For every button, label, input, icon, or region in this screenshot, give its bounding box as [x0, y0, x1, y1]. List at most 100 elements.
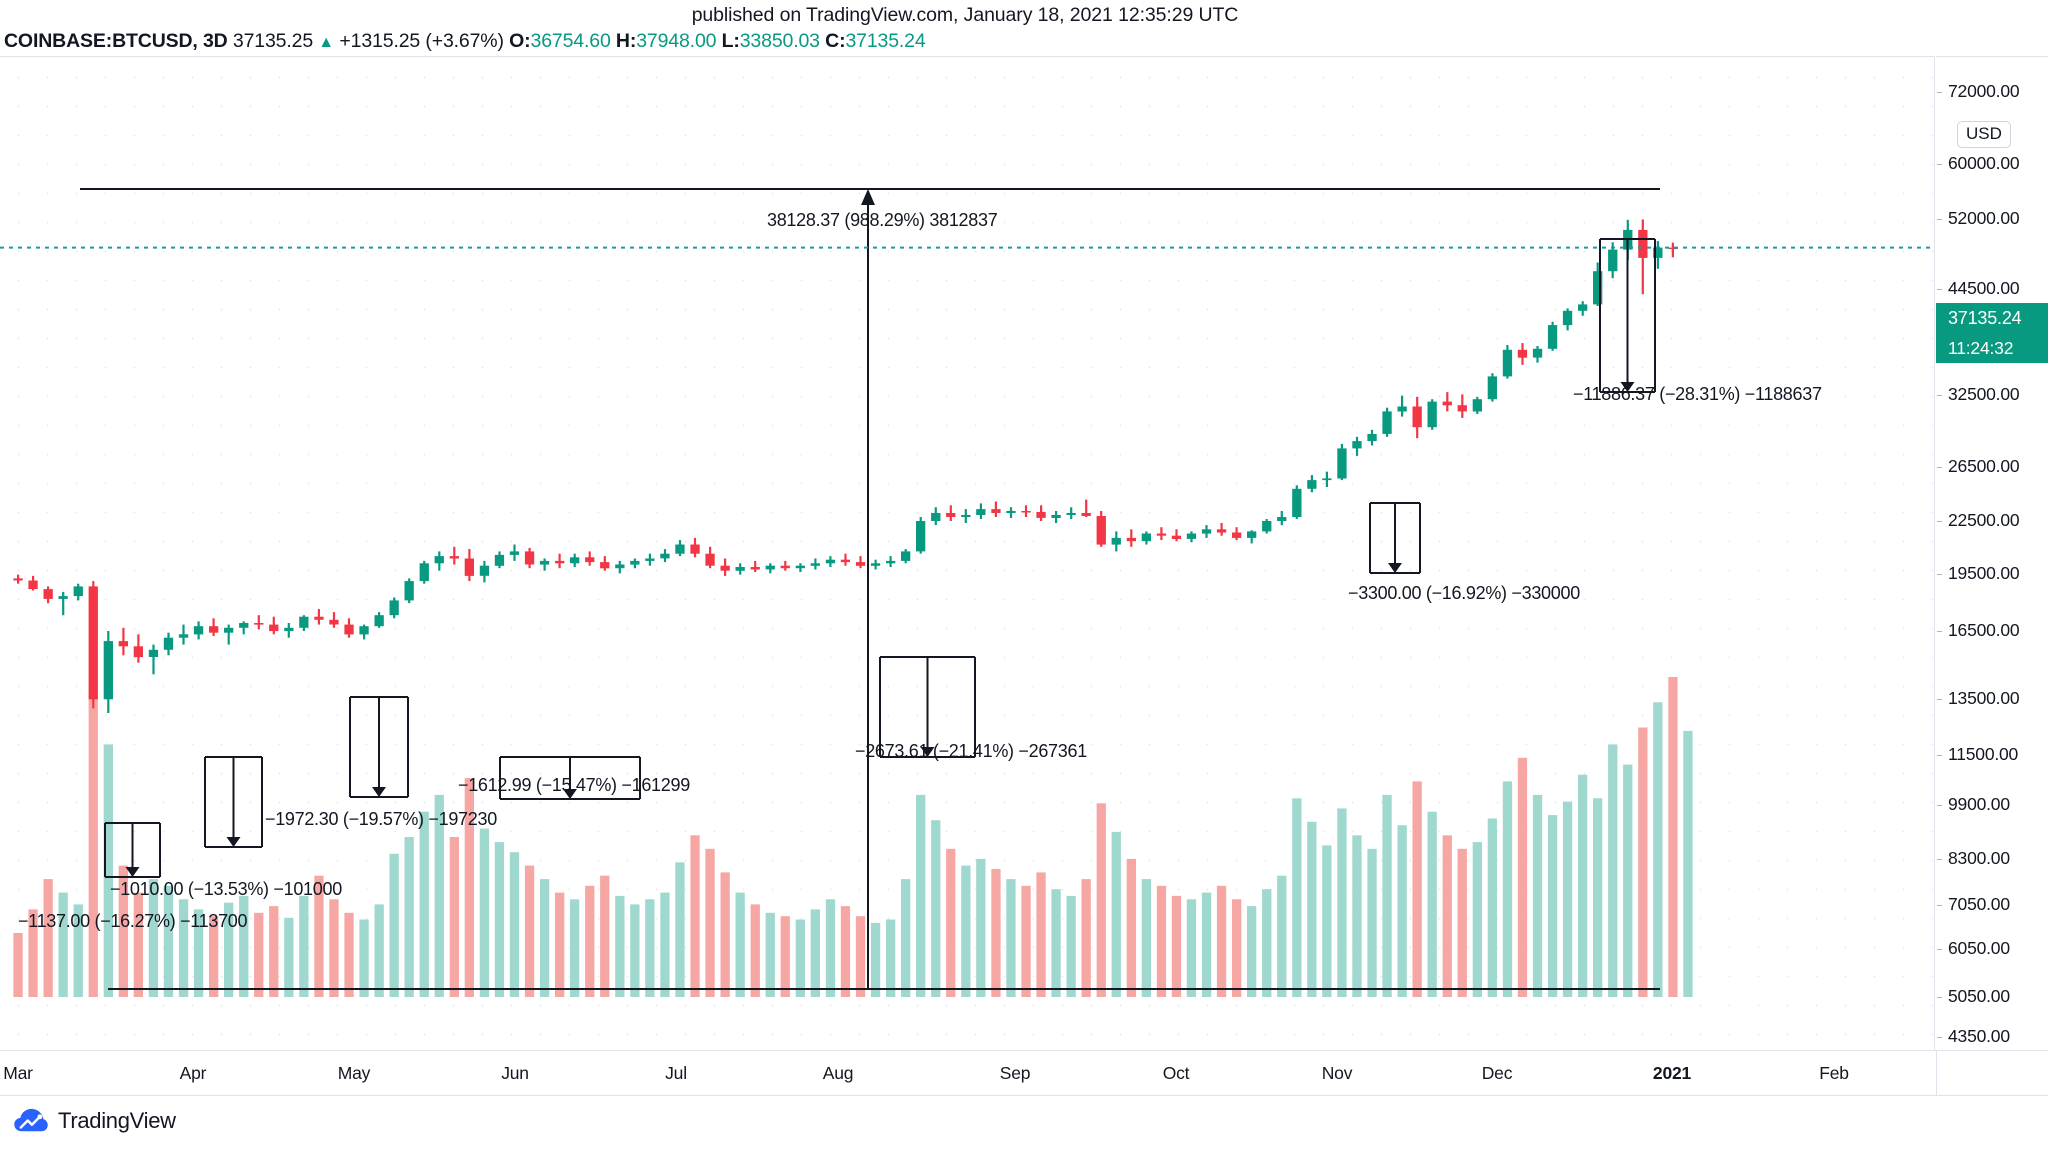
volume-bar	[1156, 885, 1167, 997]
candle-body	[855, 562, 866, 566]
ohlc-candles	[13, 219, 1678, 713]
close-label: C:	[825, 30, 846, 52]
footer-brand: TradingView	[14, 1108, 176, 1134]
measure-full-rally[interactable]: 38128.37 (988.29%) 3812837	[767, 210, 998, 230]
volume-bar	[1232, 899, 1242, 997]
price-tick: 22500.00	[1936, 510, 2020, 530]
volume-bar	[660, 892, 670, 997]
measure-arrow-head[interactable]	[1620, 382, 1635, 392]
measure-jun-correction[interactable]: −1612.99 (−15.47%) −161299	[458, 775, 690, 795]
volume-bar	[28, 909, 38, 997]
volume-bar	[1277, 875, 1287, 997]
volume-bar	[630, 904, 640, 997]
candle-body	[1292, 488, 1302, 517]
candle-body	[886, 560, 896, 564]
volume-bar	[1186, 899, 1197, 997]
symbol-label[interactable]: COINBASE:BTCUSD, 3D	[4, 30, 228, 52]
time-tick: Jun	[501, 1063, 529, 1083]
candle-body	[645, 558, 655, 561]
volume-bar	[118, 865, 128, 997]
candle-body	[103, 641, 113, 700]
candle-body	[1532, 348, 1543, 358]
volume-bar	[284, 917, 294, 997]
volume-bar	[916, 794, 926, 997]
candle-body	[404, 581, 414, 601]
rally-arrow-head[interactable]	[861, 189, 875, 205]
volume-bar	[133, 892, 143, 997]
candle-body	[1487, 376, 1497, 400]
measure-sep-correction[interactable]: −2673.61 (−21.41%) −267361	[855, 741, 1087, 761]
time-tick: Oct	[1162, 1063, 1190, 1083]
candle-body	[750, 567, 760, 570]
measure-apr-correction[interactable]: −1010.00 (−13.53%) −101000	[110, 879, 342, 899]
price-tick: 6050.00	[1937, 938, 2010, 958]
candle-body	[705, 553, 715, 566]
volume-bar	[1547, 815, 1558, 997]
candle-body	[1066, 513, 1076, 515]
volume-bar	[1638, 727, 1648, 997]
candle-body	[209, 626, 219, 633]
volume-bar	[1337, 808, 1347, 997]
measure-mar-correction[interactable]: −1137.00 (−16.27%) −113700	[18, 911, 248, 931]
candle-body	[163, 637, 174, 650]
candle-body	[1156, 533, 1167, 536]
volume-bar	[1683, 730, 1693, 997]
volume-bar	[209, 916, 219, 997]
time-scale[interactable]: Mar Apr May Jun Jul Aug Sep Oct Nov Dec 2021 Feb	[0, 1050, 2048, 1096]
time-tick: May	[337, 1063, 371, 1083]
candle-body	[314, 616, 324, 620]
price-tick: 8300.00	[1937, 848, 2010, 868]
volume-bar	[479, 828, 490, 997]
measure-may-correction[interactable]: −1972.30 (−19.57%) −197230	[265, 809, 497, 829]
candle-body	[1126, 537, 1136, 542]
candle-body	[600, 562, 610, 569]
volume-bar	[389, 853, 399, 997]
candle-body	[1472, 399, 1482, 412]
close-value: 37135.24	[845, 30, 926, 52]
price-scale[interactable]: USD 72000.0060000.0052000.0044500.003850…	[1936, 56, 2048, 1086]
candle-body	[479, 565, 490, 576]
measure-arrow-head[interactable]	[563, 789, 577, 799]
candle-body	[1352, 441, 1362, 449]
time-tick: Nov	[1321, 1063, 1353, 1083]
volume-bar	[1141, 879, 1151, 997]
candle-body	[1367, 434, 1377, 442]
measure-nov-correction[interactable]: −3300.00 (−16.92%) −330000	[1348, 583, 1580, 603]
measure-arrow-head[interactable]	[1388, 563, 1402, 573]
currency-pill[interactable]: USD	[1957, 121, 2011, 148]
candle-body	[1638, 229, 1648, 258]
candle-body	[269, 624, 279, 632]
candle-body	[1457, 405, 1467, 412]
candle-body	[1653, 247, 1663, 258]
measure-jan-correction[interactable]: −11886.37 (−28.31%) −1188637	[1573, 384, 1822, 404]
candle-body	[1006, 511, 1016, 513]
price-tick: 72000.00	[1936, 81, 2020, 101]
candle-body	[555, 560, 565, 564]
candle-body	[178, 634, 189, 638]
chart-plot-area[interactable]: 38128.37 (988.29%) 3812837 −11886.37 (−28…	[0, 56, 1935, 1050]
volume-bar	[1021, 885, 1031, 997]
tradingview-cloud-logo	[14, 1108, 48, 1132]
volume-bar	[1593, 798, 1603, 997]
candle-body	[1562, 310, 1573, 326]
volume-bar	[1502, 781, 1513, 997]
volume-bar	[1608, 744, 1618, 997]
candle-body	[961, 515, 971, 517]
candle-body	[1547, 325, 1558, 349]
price-tick: 7050.00	[1937, 894, 2010, 914]
measure-arrow-head[interactable]	[920, 747, 935, 757]
measure-arrow-head[interactable]	[372, 787, 386, 797]
candle-body	[1096, 516, 1106, 545]
measure-arrow-head[interactable]	[226, 837, 241, 847]
price-tick: 44500.00	[1936, 278, 2020, 298]
volume-bar	[1292, 798, 1302, 997]
volume-bar	[329, 899, 339, 997]
up-triangle-icon: ▲	[318, 34, 335, 51]
candle-body	[464, 558, 474, 576]
measure-arrow-head[interactable]	[125, 867, 140, 877]
volume-bar	[1487, 818, 1497, 997]
candle-body	[901, 551, 911, 561]
candle-body	[720, 565, 730, 571]
candle-body	[1247, 531, 1257, 538]
volume-bar	[269, 906, 279, 997]
